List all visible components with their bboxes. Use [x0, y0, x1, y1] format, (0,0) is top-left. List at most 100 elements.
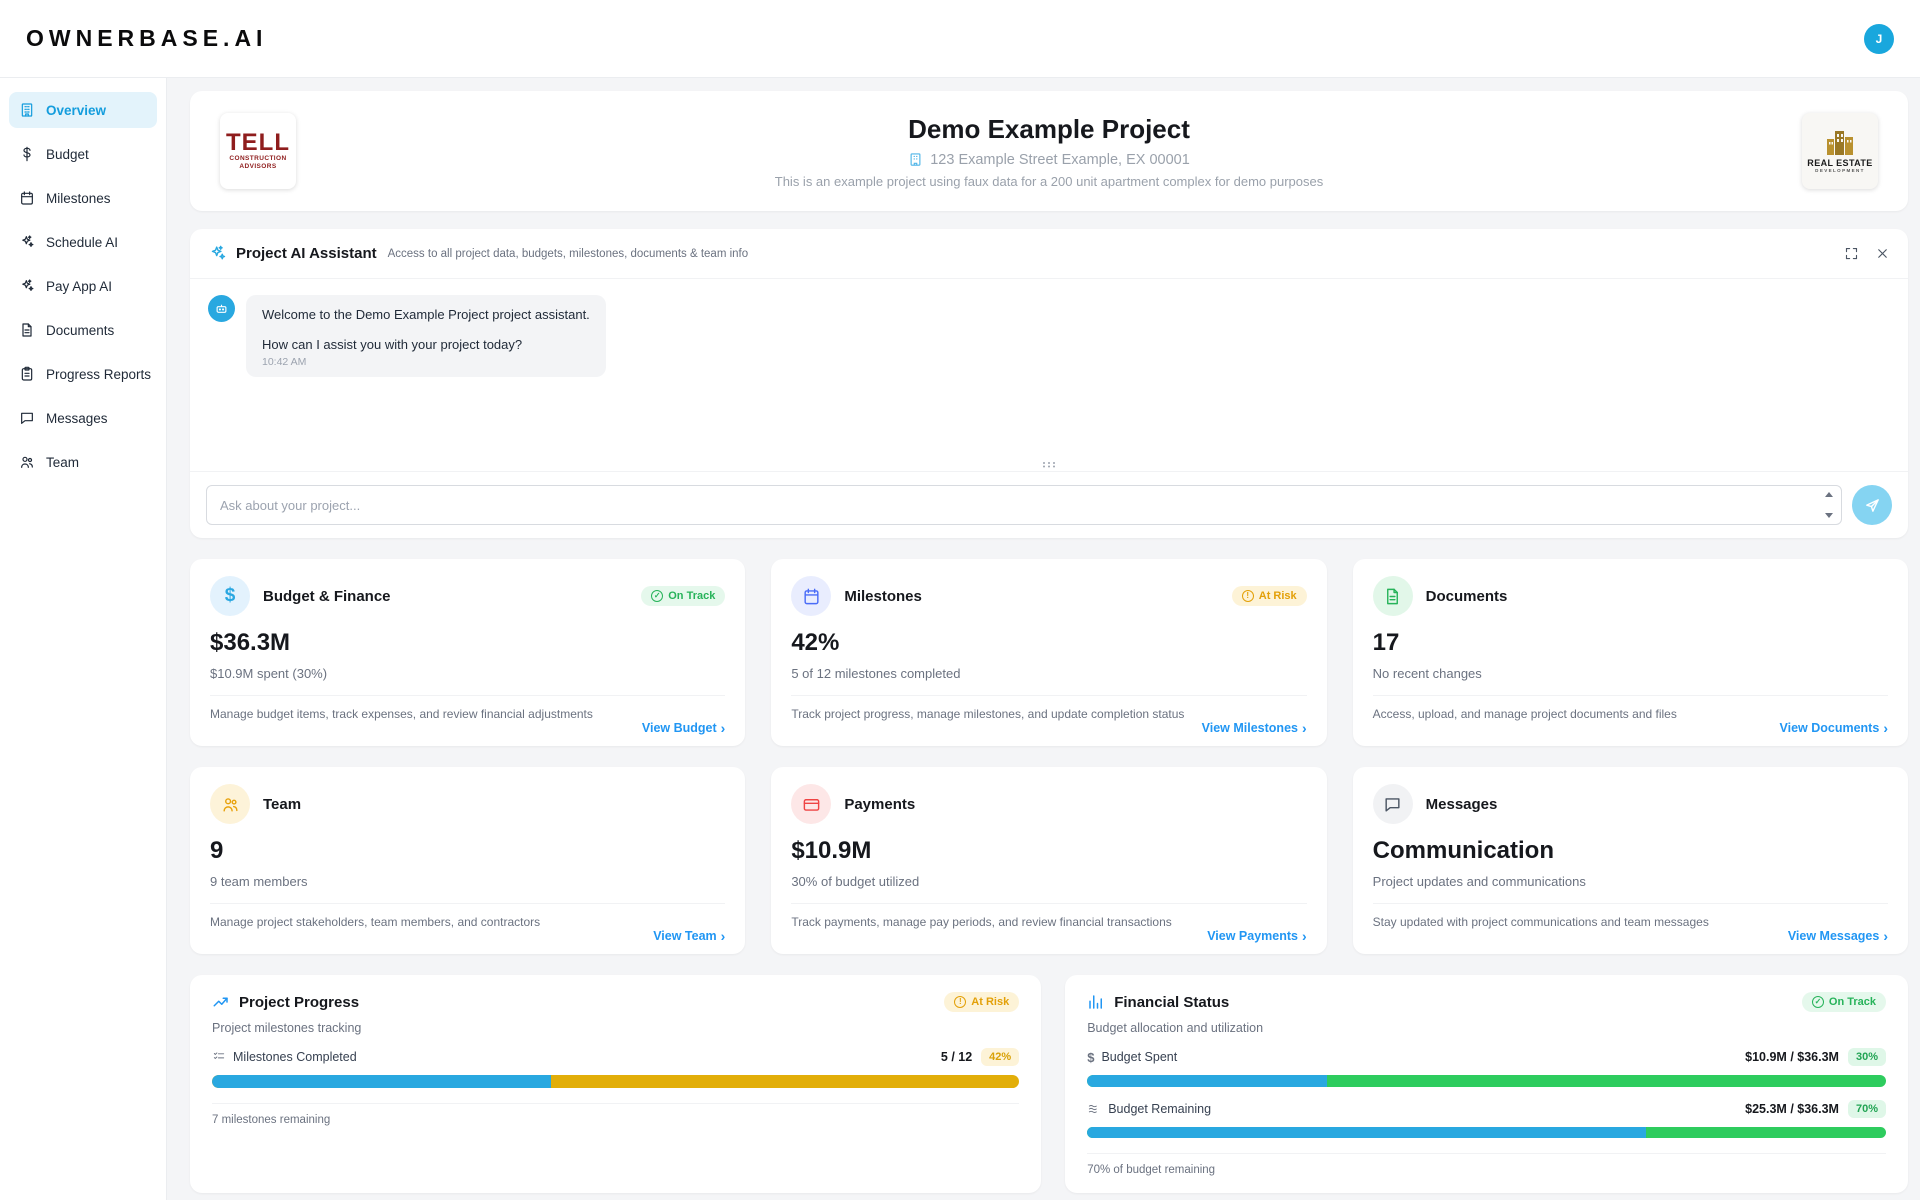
top-bar: OWNERBASE.AI J [0, 0, 1920, 78]
status-panels: Project Progress ! At Risk Project milest… [190, 975, 1908, 1193]
ai-assistant-subtitle: Access to all project data, budgets, mil… [387, 247, 749, 260]
sidebar-item-budget[interactable]: Budget [9, 136, 157, 172]
developer-logo: REAL ESTATE DEVELOPMENT [1802, 113, 1878, 189]
input-scroll-arrows[interactable] [1825, 485, 1833, 525]
page-title: Demo Example Project [908, 113, 1190, 144]
document-icon [22, 323, 32, 337]
expand-icon[interactable] [1844, 246, 1859, 261]
card-subtitle: Project updates and communications [1372, 874, 1586, 889]
chevron-right-icon: › [1301, 720, 1307, 736]
resize-handle[interactable] [190, 457, 1908, 471]
view-documents-link[interactable]: View Documents › [1779, 720, 1888, 736]
sidebar-item-progress-reports[interactable]: Progress Reports [9, 356, 157, 392]
dollar-icon [23, 146, 31, 162]
card-milestones: Milestones ! At Risk 42% 5 of 12 mileston… [771, 559, 1327, 746]
user-avatar[interactable]: J [1864, 23, 1894, 54]
message-line-1: Welcome to the Demo Example Project proj… [262, 307, 590, 322]
card-subtitle: $10.9M spent (30%) [210, 666, 328, 681]
clipboard-icon [21, 366, 33, 381]
view-team-link[interactable]: View Team › [653, 928, 726, 944]
dollar-icon: $ [210, 576, 250, 616]
chevron-right-icon: › [720, 928, 726, 944]
sidebar-item-label: Milestones [46, 190, 111, 206]
buildings-icon [1827, 131, 1853, 155]
view-budget-link[interactable]: View Budget › [641, 720, 726, 736]
contractor-logo-sub2: ADVISORS [239, 163, 277, 170]
alert-circle-icon: ! [1241, 590, 1254, 602]
card-messages: Messages Communication Project updates a… [1352, 767, 1908, 954]
paper-plane-icon [1865, 498, 1879, 512]
card-subtitle: No recent changes [1372, 666, 1482, 681]
status-badge: ✓ On Track [641, 586, 726, 606]
card-description: Track payments, manage pay periods, and … [791, 903, 1307, 929]
trending-up-icon [213, 997, 228, 1007]
card-value: Communication [1372, 837, 1554, 864]
sparkles-icon [22, 235, 34, 247]
card-team: Team 9 9 team members Manage project sta… [190, 767, 746, 954]
metric-label: Milestones Completed [233, 1050, 357, 1064]
sidebar-item-label: Pay App AI [46, 278, 113, 294]
card-value: 17 [1372, 629, 1400, 656]
metric-percentage: 70% [1847, 1099, 1886, 1118]
sparkles-icon [22, 279, 34, 291]
sidebar-item-label: Team [46, 454, 80, 470]
sidebar-item-messages[interactable]: Messages [9, 400, 157, 436]
metric-value: 5 / 12 [940, 1050, 973, 1064]
status-badge: ✓ On Track [1801, 992, 1886, 1012]
budget-remaining-bar [1087, 1126, 1886, 1138]
card-subtitle: 9 team members [210, 874, 308, 889]
ai-input-row [190, 471, 1908, 538]
sidebar-item-team[interactable]: Team [9, 444, 157, 480]
card-title: Milestones [844, 587, 922, 605]
card-value: $36.3M [210, 629, 291, 656]
card-title: Team [263, 795, 302, 813]
bot-avatar [208, 295, 235, 322]
check-circle-icon: ✓ [1811, 996, 1824, 1008]
sidebar-item-documents[interactable]: Documents [9, 312, 157, 348]
project-description: This is an example project using faux da… [774, 173, 1324, 189]
sidebar-item-pay-app-ai[interactable]: Pay App AI [9, 268, 157, 304]
bar-chart-icon [1089, 995, 1103, 1009]
view-messages-link[interactable]: View Messages › [1787, 928, 1888, 944]
metric-label: Budget Spent [1101, 1050, 1178, 1064]
assistant-message: Welcome to the Demo Example Project proj… [208, 295, 1890, 377]
alert-circle-icon: ! [954, 996, 967, 1008]
sidebar-item-schedule-ai[interactable]: Schedule AI [9, 224, 157, 260]
sidebar-item-label: Messages [46, 410, 108, 426]
view-payments-link[interactable]: View Payments › [1207, 928, 1307, 944]
sidebar-item-overview[interactable]: Overview [9, 92, 157, 128]
sidebar-item-label: Schedule AI [46, 234, 119, 250]
building-icon [21, 103, 33, 117]
chevron-right-icon: › [720, 720, 726, 736]
card-budget-finance: $ Budget & Finance ✓ On Track $36.3M $10.… [190, 559, 746, 746]
brand-logo: OWNERBASE.AI [26, 25, 268, 51]
drag-dots-icon [1043, 461, 1055, 467]
document-icon [1372, 576, 1413, 616]
view-milestones-link[interactable]: View Milestones › [1201, 720, 1307, 736]
card-description: Track project progress, manage milestone… [791, 695, 1307, 721]
checklist-icon [213, 1052, 225, 1060]
ask-input[interactable] [206, 485, 1842, 525]
chevron-right-icon: › [1883, 928, 1888, 944]
card-description: Access, upload, and manage project docum… [1372, 695, 1888, 721]
chat-icon [1372, 784, 1413, 824]
card-title: Messages [1425, 795, 1498, 813]
message-line-2: How can I assist you with your project t… [262, 337, 523, 352]
contractor-logo: TELL CONSTRUCTION ADVISORS [220, 113, 296, 189]
milestones-progress-fill [212, 1075, 552, 1088]
budget-remaining-row: Budget Remaining $25.3M / $36.3M 70% [1087, 1099, 1886, 1118]
budget-spent-fill [1087, 1075, 1327, 1087]
calendar-icon [21, 191, 33, 205]
sidebar-item-milestones[interactable]: Milestones [9, 180, 157, 216]
card-description: Stay updated with project communications… [1372, 903, 1888, 929]
close-icon[interactable] [1875, 246, 1890, 261]
contractor-logo-name: TELL [226, 128, 290, 156]
card-payments: Payments $10.9M 30% of budget utilized T… [771, 767, 1327, 954]
card-value: 9 [210, 837, 224, 864]
send-button[interactable] [1852, 485, 1892, 525]
metric-value: $10.9M / $36.3M [1745, 1050, 1839, 1064]
panel-footer: 7 milestones remaining [212, 1103, 1020, 1126]
panel-subtitle: Budget allocation and utilization [1087, 1021, 1264, 1035]
card-description: Manage budget items, track expenses, and… [210, 695, 726, 721]
sidebar-item-label: Documents [46, 322, 115, 338]
